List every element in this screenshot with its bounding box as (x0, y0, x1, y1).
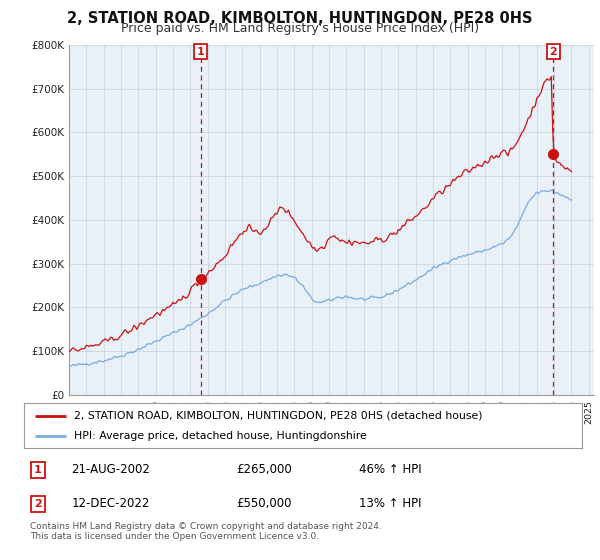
Text: Contains HM Land Registry data © Crown copyright and database right 2024.
This d: Contains HM Land Registry data © Crown c… (30, 522, 382, 542)
Text: 1: 1 (197, 46, 205, 57)
Text: 1: 1 (34, 465, 42, 475)
Text: 2: 2 (550, 46, 557, 57)
Text: 2, STATION ROAD, KIMBOLTON, HUNTINGDON, PE28 0HS: 2, STATION ROAD, KIMBOLTON, HUNTINGDON, … (67, 11, 533, 26)
Text: 46% ↑ HPI: 46% ↑ HPI (359, 463, 421, 476)
Text: 2, STATION ROAD, KIMBOLTON, HUNTINGDON, PE28 0HS (detached house): 2, STATION ROAD, KIMBOLTON, HUNTINGDON, … (74, 410, 483, 421)
Text: £265,000: £265,000 (236, 463, 292, 476)
Text: 12-DEC-2022: 12-DEC-2022 (71, 497, 150, 510)
Text: 2: 2 (34, 499, 42, 509)
Text: Price paid vs. HM Land Registry's House Price Index (HPI): Price paid vs. HM Land Registry's House … (121, 22, 479, 35)
Text: 13% ↑ HPI: 13% ↑ HPI (359, 497, 421, 510)
Text: HPI: Average price, detached house, Huntingdonshire: HPI: Average price, detached house, Hunt… (74, 431, 367, 441)
Text: £550,000: £550,000 (236, 497, 292, 510)
Text: 21-AUG-2002: 21-AUG-2002 (71, 463, 151, 476)
